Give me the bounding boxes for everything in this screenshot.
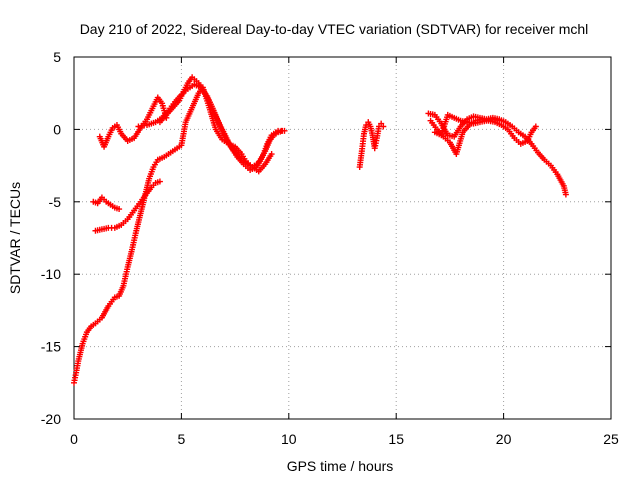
y-tick-label: 5	[53, 49, 61, 65]
y-tick-label: -5	[49, 194, 62, 210]
ticks	[73, 56, 612, 420]
series-short-arc-a	[90, 194, 123, 213]
data-point	[281, 127, 288, 134]
x-tick-label: 0	[70, 431, 78, 447]
y-tick-label: 0	[53, 121, 61, 137]
y-tick-label: -10	[41, 266, 61, 282]
data-point	[380, 123, 387, 130]
data-point	[116, 206, 123, 213]
data-point	[268, 151, 275, 158]
x-tick-labels: 0 5 10 15 20 25	[70, 431, 619, 447]
series-parallel-arc-lower	[135, 81, 275, 175]
y-axis-label: SDTVAR / TECUs	[7, 182, 23, 294]
data-point	[562, 191, 569, 198]
data-point	[496, 117, 503, 124]
series-mid-arc	[356, 119, 387, 171]
y-tick-labels: -20 -15 -10 -5 0 5	[41, 49, 61, 427]
data-point	[156, 178, 163, 185]
x-tick-label: 10	[281, 431, 297, 447]
data-point	[532, 123, 539, 130]
series-evening-arc-c	[431, 111, 503, 139]
series-short-arc-b	[92, 178, 163, 234]
data-points	[71, 74, 569, 386]
data-point	[163, 114, 170, 121]
y-tick-label: -20	[41, 411, 61, 427]
plot-frame	[73, 56, 612, 420]
x-tick-label: 5	[178, 431, 186, 447]
x-axis-label: GPS time / hours	[287, 458, 394, 474]
x-tick-label: 15	[388, 431, 404, 447]
x-tick-label: 20	[496, 431, 512, 447]
grid	[74, 57, 611, 419]
chart-title: Day 210 of 2022, Sidereal Day-to-day VTE…	[80, 21, 589, 37]
y-tick-label: -15	[41, 339, 61, 355]
series-morning-cluster	[96, 94, 170, 150]
x-tick-label: 25	[603, 431, 619, 447]
